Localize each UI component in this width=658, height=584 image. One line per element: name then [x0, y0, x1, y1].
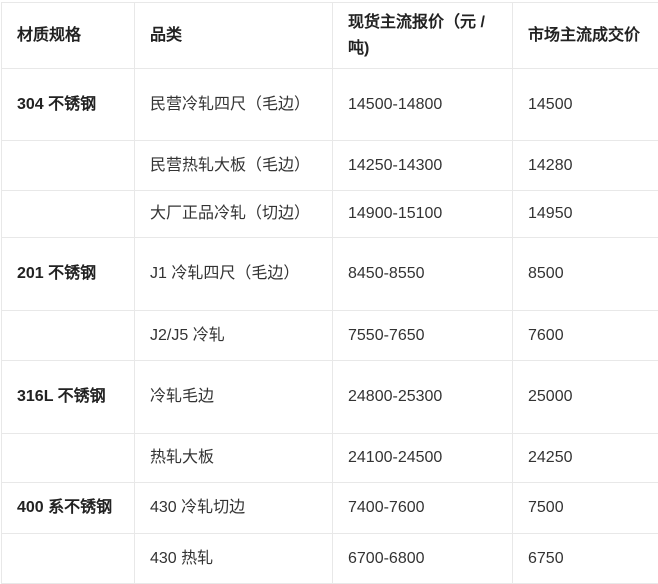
quote-cell: 24800-25300 [333, 361, 513, 434]
table-row: 热轧大板 24100-24500 24250 [2, 434, 658, 483]
spec-cell: 400 系不锈钢 [2, 483, 135, 534]
quote-cell: 14500-14800 [333, 69, 513, 141]
deal-cell: 25000 [513, 361, 658, 434]
quote-cell: 24100-24500 [333, 434, 513, 483]
quote-cell: 14900-15100 [333, 191, 513, 238]
category-cell: 大厂正品冷轧（切边） [135, 191, 333, 238]
deal-cell: 7600 [513, 311, 658, 361]
quote-cell: 7400-7600 [333, 483, 513, 534]
spec-cell: 316L 不锈钢 [2, 361, 135, 434]
deal-cell: 8500 [513, 238, 658, 311]
quote-cell: 7550-7650 [333, 311, 513, 361]
spec-cell [2, 191, 135, 238]
header-row: 材质规格 品类 现货主流报价（元 / 吨) 市场主流成交价 [2, 3, 658, 69]
category-cell: J1 冷轧四尺（毛边） [135, 238, 333, 311]
deal-cell: 6750 [513, 534, 658, 584]
category-cell: 430 冷轧切边 [135, 483, 333, 534]
table-body: 304 不锈钢 民营冷轧四尺（毛边） 14500-14800 14500 民营热… [2, 69, 658, 584]
quote-cell: 8450-8550 [333, 238, 513, 311]
table-row: 201 不锈钢 J1 冷轧四尺（毛边） 8450-8550 8500 [2, 238, 658, 311]
category-cell: 民营热轧大板（毛边） [135, 141, 333, 191]
col-header-category: 品类 [135, 3, 333, 69]
col-header-quote: 现货主流报价（元 / 吨) [333, 3, 513, 69]
table-row: 民营热轧大板（毛边） 14250-14300 14280 [2, 141, 658, 191]
spec-cell [2, 534, 135, 584]
deal-cell: 24250 [513, 434, 658, 483]
spec-cell: 304 不锈钢 [2, 69, 135, 141]
spec-cell [2, 311, 135, 361]
spec-cell [2, 434, 135, 483]
category-cell: 冷轧毛边 [135, 361, 333, 434]
table-row: 400 系不锈钢 430 冷轧切边 7400-7600 7500 [2, 483, 658, 534]
deal-cell: 14950 [513, 191, 658, 238]
table-row: 430 热轧 6700-6800 6750 [2, 534, 658, 584]
category-cell: 民营冷轧四尺（毛边） [135, 69, 333, 141]
category-cell: 热轧大板 [135, 434, 333, 483]
table-row: 大厂正品冷轧（切边） 14900-15100 14950 [2, 191, 658, 238]
table-row: J2/J5 冷轧 7550-7650 7600 [2, 311, 658, 361]
deal-cell: 14500 [513, 69, 658, 141]
col-header-deal: 市场主流成交价 [513, 3, 658, 69]
spec-cell: 201 不锈钢 [2, 238, 135, 311]
quote-cell: 6700-6800 [333, 534, 513, 584]
category-cell: 430 热轧 [135, 534, 333, 584]
col-header-spec: 材质规格 [2, 3, 135, 69]
deal-cell: 7500 [513, 483, 658, 534]
spec-cell [2, 141, 135, 191]
deal-cell: 14280 [513, 141, 658, 191]
quote-cell: 14250-14300 [333, 141, 513, 191]
table-row: 316L 不锈钢 冷轧毛边 24800-25300 25000 [2, 361, 658, 434]
table-row: 304 不锈钢 民营冷轧四尺（毛边） 14500-14800 14500 [2, 69, 658, 141]
category-cell: J2/J5 冷轧 [135, 311, 333, 361]
